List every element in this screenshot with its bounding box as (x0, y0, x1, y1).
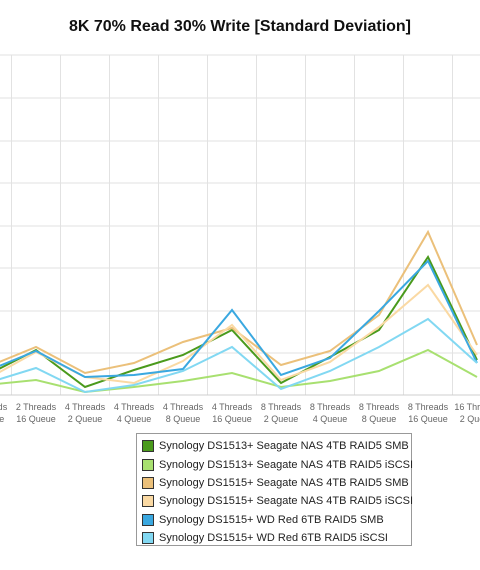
legend: Synology DS1513+ Seagate NAS 4TB RAID5 S… (136, 433, 414, 547)
x-tick-label: 4 Threads 4 Queue (114, 402, 155, 424)
legend-item: Synology DS1515+ Seagate NAS 4TB RAID5 S… (142, 474, 411, 492)
legend-label: Synology DS1513+ Seagate NAS 4TB RAID5 i… (159, 458, 414, 471)
legend-swatch (142, 458, 154, 471)
legend-swatch (142, 513, 154, 526)
series-lines (0, 229, 478, 394)
series-line-5 (0, 259, 478, 379)
x-tick-label: 8 Threads 4 Queue (310, 402, 351, 424)
legend-item: Synology DS1515+ WD Red 6TB RAID5 iSCSI (142, 529, 411, 547)
grid (0, 54, 480, 396)
series-line-2 (0, 348, 478, 394)
x-tick-label: 4 Threads 16 Queue (212, 402, 253, 424)
x-tick-label: 2 Threads 16 Queue (16, 402, 57, 424)
legend-swatch (142, 476, 154, 489)
legend-label: Synology DS1515+ Seagate NAS 4TB RAID5 i… (159, 495, 414, 508)
legend-item: Synology DS1513+ Seagate NAS 4TB RAID5 S… (142, 437, 411, 455)
x-tick-label: 4 Threads 8 Queue (163, 402, 204, 424)
legend-item: Synology DS1515+ WD Red 6TB RAID5 SMB (142, 511, 411, 529)
series-line-3 (0, 229, 478, 375)
legend-item: Synology DS1513+ Seagate NAS 4TB RAID5 i… (142, 455, 414, 473)
legend-label: Synology DS1515+ WD Red 6TB RAID5 iSCSI (159, 532, 388, 545)
chart-title: 8K 70% Read 30% Write [Standard Deviatio… (68, 18, 412, 35)
x-tick-label: 8 Threads 16 Queue (408, 402, 449, 424)
series-line-1 (0, 254, 478, 389)
legend-item: Synology DS1515+ Seagate NAS 4TB RAID5 i… (142, 492, 414, 510)
legend-label: Synology DS1513+ Seagate NAS 4TB RAID5 S… (159, 440, 409, 453)
legend-swatch (142, 532, 154, 545)
legend-swatch (142, 440, 154, 453)
x-tick-label: 8 Threads 2 Queue (261, 402, 302, 424)
legend-swatch (142, 495, 154, 508)
x-tick-label: 8 Threads 8 Queue (359, 402, 400, 424)
x-tick-label: 4 Threads 2 Queue (65, 402, 106, 424)
legend-label: Synology DS1515+ Seagate NAS 4TB RAID5 S… (159, 476, 409, 489)
series-line-6 (0, 317, 478, 394)
legend-label: Synology DS1515+ WD Red 6TB RAID5 SMB (159, 513, 384, 526)
